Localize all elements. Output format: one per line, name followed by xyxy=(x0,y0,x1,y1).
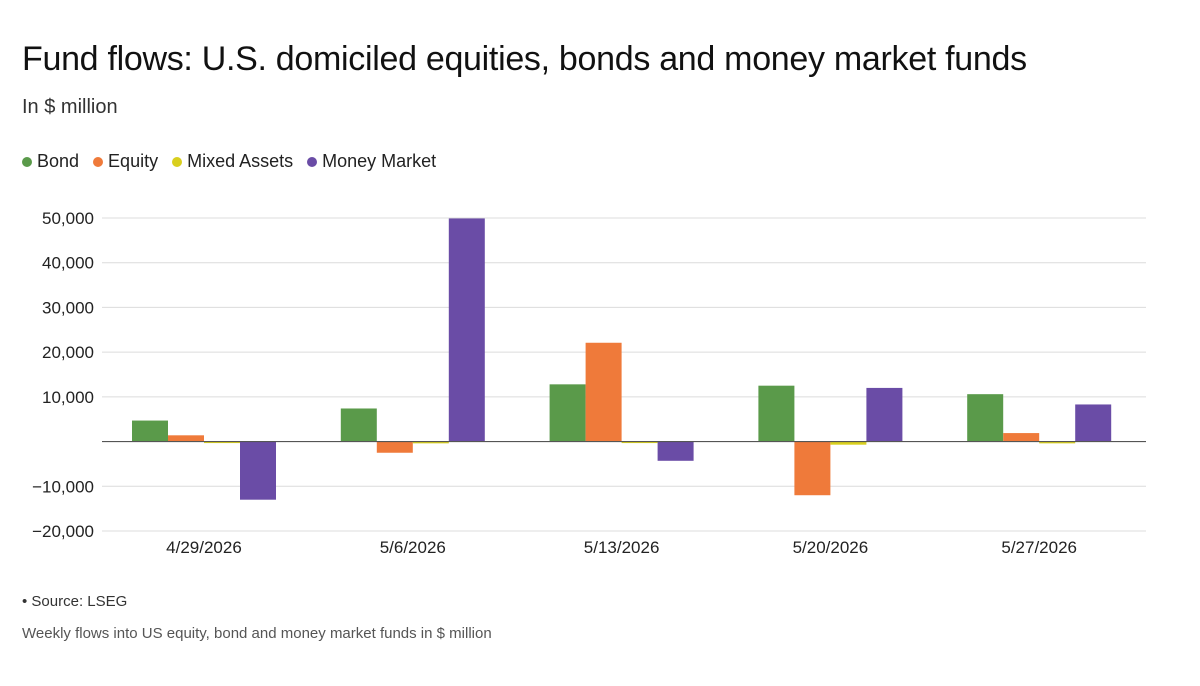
x-tick-label: 5/13/2026 xyxy=(584,538,660,557)
bar-bond-5-27-2026 xyxy=(967,394,1004,442)
legend-item-mixed-assets: Mixed Assets xyxy=(172,151,293,172)
chart-subtitle: In $ million xyxy=(22,96,118,118)
bar-money-market-5-6-2026 xyxy=(448,218,485,442)
bar-mixed-assets-5-20-2026 xyxy=(830,441,867,445)
legend-label-bond: Bond xyxy=(37,151,80,171)
chart-legend: Bond Equity Mixed Assets Money Market xyxy=(22,151,436,172)
y-tick-label: 10,000 xyxy=(42,388,94,407)
bar-mixed-assets-5-6-2026 xyxy=(412,441,449,444)
legend-label-equity: Equity xyxy=(108,151,159,171)
bar-equity-5-6-2026 xyxy=(376,441,413,453)
bar-mixed-assets-5-27-2026 xyxy=(1039,441,1076,444)
bar-bond-5-6-2026 xyxy=(340,408,377,442)
bar-equity-4-29-2026 xyxy=(168,435,204,442)
bar-equity-5-27-2026 xyxy=(1003,433,1040,442)
x-tick-label: 5/6/2026 xyxy=(380,538,446,557)
y-tick-label: 40,000 xyxy=(42,254,94,273)
bar-bond-5-13-2026 xyxy=(549,384,586,442)
bar-money-market-5-27-2026 xyxy=(1075,404,1112,442)
legend-swatch-mixed-assets xyxy=(172,156,183,167)
legend-swatch-bond xyxy=(22,156,32,167)
x-tick-label: 4/29/2026 xyxy=(166,538,242,557)
y-tick-label: −10,000 xyxy=(32,477,94,496)
legend-item-equity: Equity xyxy=(93,151,158,172)
bar-mixed-assets-4-29-2026 xyxy=(204,441,240,444)
legend-item-money-market: Money Market xyxy=(307,151,436,172)
bar-money-market-5-13-2026 xyxy=(657,441,694,461)
bar-bond-5-20-2026 xyxy=(758,385,795,442)
legend-label-money-market: Money Market xyxy=(322,151,437,171)
y-tick-label: 30,000 xyxy=(42,298,94,317)
y-tick-label: −20,000 xyxy=(32,522,94,541)
legend-item-bond: Bond xyxy=(22,151,79,172)
y-tick-label: 20,000 xyxy=(42,343,94,362)
bar-bond-4-29-2026 xyxy=(132,420,168,442)
source-note: • Source: LSEG xyxy=(22,593,128,610)
bar-equity-5-13-2026 xyxy=(585,342,622,442)
bar-money-market-5-20-2026 xyxy=(866,387,903,442)
bar-money-market-4-29-2026 xyxy=(240,441,276,500)
legend-swatch-money-market xyxy=(307,156,318,167)
bar-mixed-assets-5-13-2026 xyxy=(621,441,658,444)
bar-equity-5-20-2026 xyxy=(794,441,831,496)
chart-title: Fund flows: U.S. domiciled equities, bon… xyxy=(22,40,1027,78)
chart-caption: Weekly flows into US equity, bond and mo… xyxy=(22,625,492,642)
legend-swatch-equity xyxy=(93,156,104,167)
x-tick-label: 5/20/2026 xyxy=(793,538,869,557)
x-tick-label: 5/27/2026 xyxy=(1001,538,1077,557)
y-tick-label: 50,000 xyxy=(42,209,94,228)
legend-label-mixed-assets: Mixed Assets xyxy=(187,151,294,171)
